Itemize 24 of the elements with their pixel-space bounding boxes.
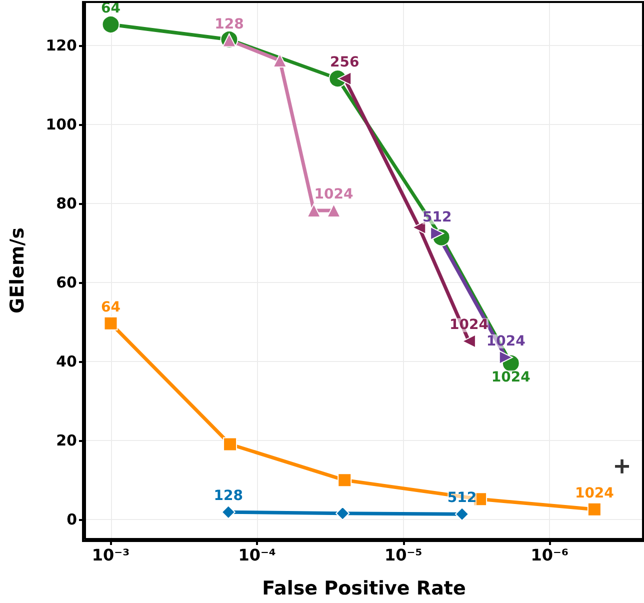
annotation: 128: [214, 16, 244, 32]
annotation: 512: [422, 209, 452, 226]
x-tick-label: 10⁻⁴: [238, 546, 276, 564]
y-tick-label: 100: [46, 115, 77, 134]
y-tick-label: 120: [46, 36, 77, 54]
y-axis-title: GElem/s: [6, 227, 28, 314]
annotation: 1024: [449, 317, 489, 334]
y-tick-label: 20: [56, 431, 77, 450]
annotation: 1024: [486, 333, 526, 350]
x-tick-label: 10⁻³: [92, 546, 130, 564]
annotation: 1024: [314, 186, 354, 202]
annotation: 256: [330, 54, 360, 71]
annotation: 512: [447, 490, 477, 506]
y-tick-label: 60: [56, 273, 77, 292]
y-tick-label: 40: [56, 352, 77, 370]
annotation: 1024: [491, 369, 531, 386]
annotation: 64: [101, 299, 121, 316]
annotation: 1024: [574, 485, 614, 502]
annotation: 128: [214, 488, 244, 504]
x-tick-label: 10⁻⁵: [384, 546, 422, 564]
x-tick-label: 10⁻⁶: [530, 546, 568, 564]
y-tick-label: 0: [66, 510, 77, 528]
y-tick-label: 80: [56, 194, 77, 212]
x-axis-title: False Positive Rate: [262, 578, 466, 600]
